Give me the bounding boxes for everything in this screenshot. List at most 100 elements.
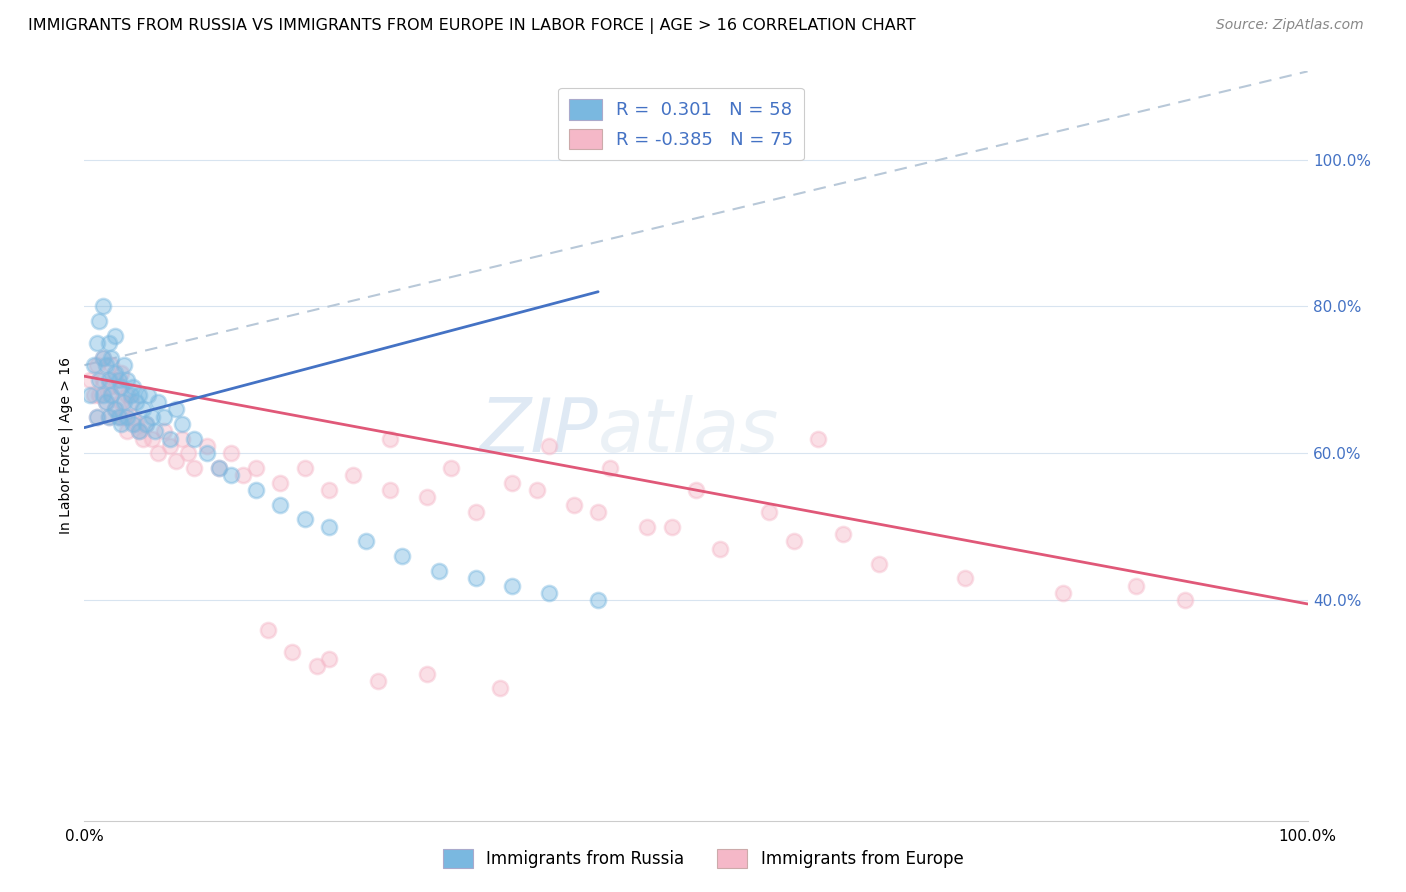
Point	[83, 358, 105, 372]
Point	[86, 409, 108, 424]
Point	[502, 475, 524, 490]
Point	[112, 358, 135, 372]
Point	[294, 512, 316, 526]
Point	[115, 425, 138, 439]
Point	[245, 461, 267, 475]
Text: IMMIGRANTS FROM RUSSIA VS IMMIGRANTS FROM EUROPE IN LABOR FORCE | AGE > 16 CORRE: IMMIGRANTS FROM RUSSIA VS IMMIGRANTS FRO…	[28, 18, 915, 34]
Point	[318, 652, 340, 666]
Point	[79, 387, 101, 401]
Point	[115, 373, 138, 387]
Point	[96, 358, 118, 372]
Point	[538, 586, 561, 600]
Point	[183, 432, 205, 446]
Point	[172, 417, 194, 431]
Point	[104, 373, 127, 387]
Point	[318, 520, 340, 534]
Point	[86, 409, 108, 424]
Point	[783, 534, 806, 549]
Point	[79, 373, 101, 387]
Point	[586, 593, 609, 607]
Point	[125, 395, 148, 409]
Point	[538, 439, 561, 453]
Point	[86, 358, 108, 372]
Point	[172, 432, 194, 446]
Point	[502, 578, 524, 592]
Point	[869, 557, 891, 571]
Point	[100, 387, 122, 401]
Text: ZIP: ZIP	[479, 395, 598, 467]
Point	[146, 446, 169, 460]
Point	[153, 425, 176, 439]
Point	[135, 417, 157, 431]
Point	[107, 373, 129, 387]
Point	[219, 468, 242, 483]
Point	[112, 409, 135, 424]
Point	[391, 549, 413, 564]
Point	[110, 366, 132, 380]
Point	[354, 534, 377, 549]
Point	[661, 520, 683, 534]
Point	[1174, 593, 1197, 607]
Point	[440, 461, 463, 475]
Point	[107, 409, 129, 424]
Point	[122, 417, 145, 431]
Point	[100, 351, 122, 365]
Point	[380, 432, 402, 446]
Point	[83, 387, 105, 401]
Point	[97, 409, 120, 424]
Point	[305, 659, 328, 673]
Point	[1125, 578, 1147, 592]
Point	[380, 483, 402, 497]
Point	[97, 336, 120, 351]
Point	[165, 402, 187, 417]
Point	[96, 395, 118, 409]
Point	[165, 453, 187, 467]
Point	[758, 505, 780, 519]
Point	[91, 373, 114, 387]
Point	[104, 402, 127, 417]
Point	[526, 483, 548, 497]
Point	[153, 409, 176, 424]
Point	[112, 395, 135, 409]
Point	[416, 491, 439, 505]
Point	[91, 387, 114, 401]
Point	[143, 425, 166, 439]
Point	[342, 468, 364, 483]
Point	[367, 674, 389, 689]
Point	[87, 387, 110, 401]
Point	[195, 446, 218, 460]
Point	[146, 395, 169, 409]
Point	[257, 623, 280, 637]
Point	[195, 439, 218, 453]
Point	[135, 417, 157, 431]
Point	[100, 387, 122, 401]
Point	[132, 402, 155, 417]
Point	[110, 380, 132, 394]
Point	[91, 351, 114, 365]
Point	[831, 527, 853, 541]
Point	[464, 505, 486, 519]
Point	[104, 402, 127, 417]
Point	[104, 366, 127, 380]
Point	[122, 380, 145, 394]
Point	[128, 387, 150, 401]
Point	[709, 541, 731, 556]
Legend: Immigrants from Russia, Immigrants from Europe: Immigrants from Russia, Immigrants from …	[436, 842, 970, 875]
Point	[177, 446, 200, 460]
Point	[115, 387, 138, 401]
Point	[122, 409, 145, 424]
Point	[132, 432, 155, 446]
Point	[489, 681, 512, 696]
Point	[87, 373, 110, 387]
Point	[807, 432, 830, 446]
Point	[100, 358, 122, 372]
Point	[120, 387, 142, 401]
Point	[110, 417, 132, 431]
Point	[115, 409, 138, 424]
Point	[464, 571, 486, 585]
Point	[416, 666, 439, 681]
Point	[183, 461, 205, 475]
Point	[97, 409, 120, 424]
Point	[91, 351, 114, 365]
Point	[685, 483, 707, 497]
